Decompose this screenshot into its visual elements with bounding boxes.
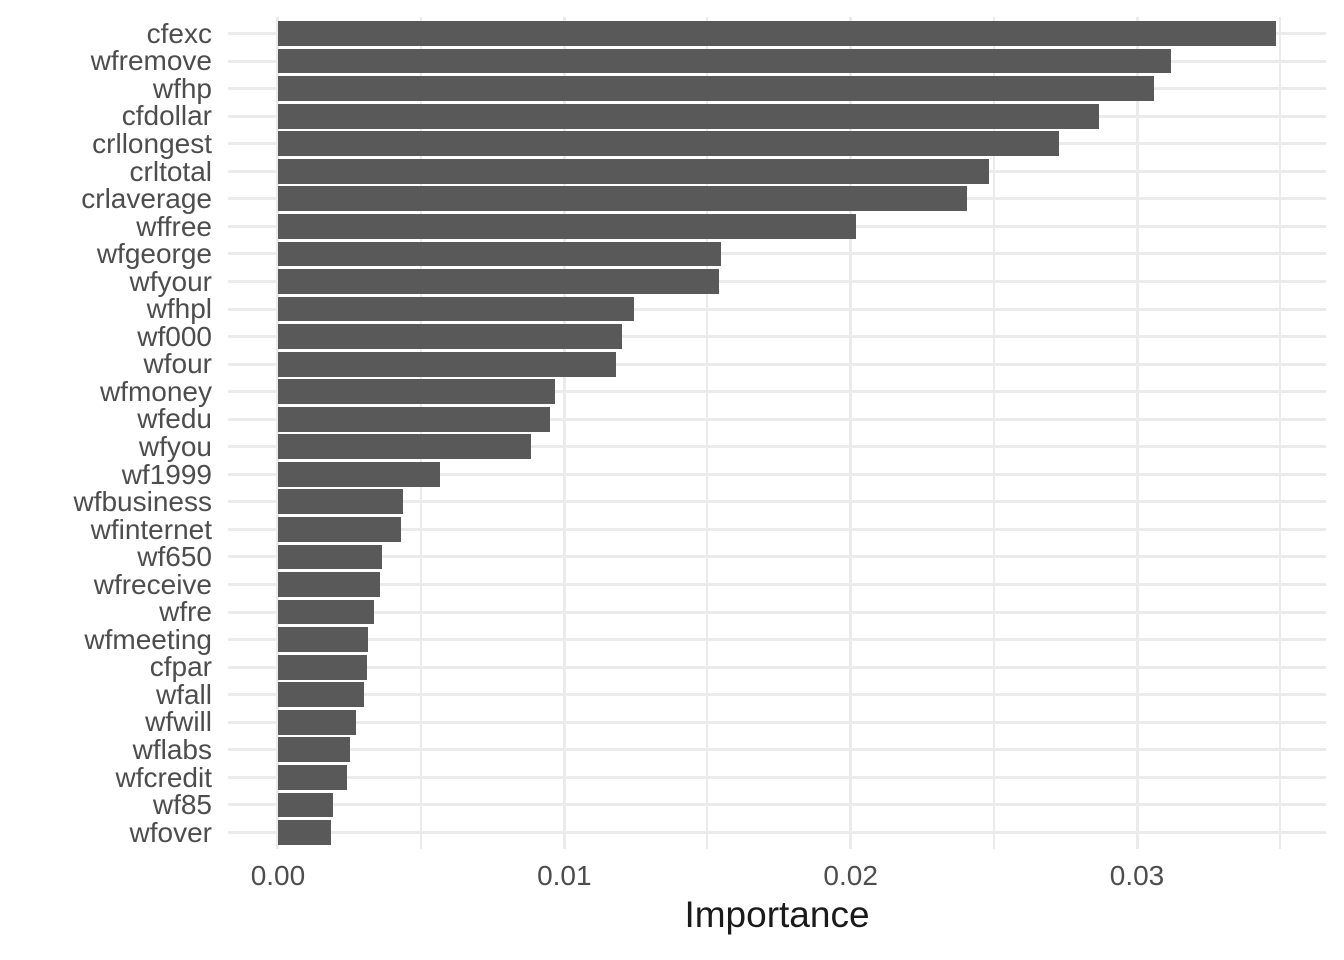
y-axis-label: wfover	[129, 816, 212, 848]
y-axis-label: wf85	[152, 789, 212, 821]
bar	[277, 737, 351, 763]
x-axis-tick-label: 0.01	[537, 860, 592, 891]
bar	[277, 682, 365, 708]
y-axis-label: crlaverage	[81, 183, 212, 215]
row-gridline	[228, 665, 1326, 669]
y-axis-label: wfmeeting	[84, 623, 212, 655]
y-axis-label: wfyour	[129, 265, 212, 297]
row-gridline	[228, 693, 1326, 697]
bar	[277, 820, 331, 845]
row-gridline	[228, 775, 1326, 779]
y-axis-label: wfall	[155, 678, 212, 710]
bar	[277, 379, 556, 405]
row-gridline	[228, 583, 1326, 587]
y-axis-label: wfgeorge	[96, 238, 212, 270]
y-axis-label: crllongest	[92, 127, 212, 159]
row-gridline	[228, 555, 1326, 559]
bar	[277, 489, 404, 515]
bar	[277, 213, 856, 239]
major-gridline	[562, 17, 566, 849]
minor-gridline	[992, 17, 995, 849]
y-axis-label: wflabs	[132, 734, 212, 766]
y-axis-label: wfbusiness	[73, 486, 212, 518]
row-gridline	[228, 335, 1326, 339]
y-axis-label: cfpar	[149, 651, 212, 683]
bar	[277, 186, 967, 212]
y-axis-label: cfexc	[146, 17, 212, 49]
y-axis-label: wfhp	[152, 72, 212, 104]
bar	[277, 654, 367, 680]
bar	[277, 599, 375, 625]
bar	[277, 76, 1155, 101]
minor-gridline	[420, 17, 423, 849]
y-axis-label: wfour	[143, 348, 212, 380]
bar	[277, 461, 441, 487]
y-axis-label: wf1999	[121, 458, 212, 490]
bar	[277, 103, 1099, 129]
row-gridline	[228, 638, 1326, 642]
row-gridline	[228, 417, 1326, 421]
y-axis-label: wfwill	[145, 706, 212, 738]
major-gridline	[276, 17, 280, 849]
row-gridline	[228, 500, 1326, 504]
row-gridline	[228, 307, 1326, 311]
bar	[277, 21, 1277, 46]
row-gridline	[228, 748, 1326, 752]
bar	[277, 269, 719, 294]
bar	[277, 627, 369, 652]
y-axis-label: wfhpl	[146, 293, 212, 325]
plot-panel	[228, 17, 1326, 849]
bar	[277, 296, 635, 322]
row-gridline	[228, 472, 1326, 476]
major-gridline	[1135, 17, 1139, 849]
bar	[277, 572, 381, 597]
x-axis-tick-label: 0.00	[250, 860, 306, 891]
bar	[277, 709, 357, 735]
bar	[277, 517, 402, 542]
bar	[277, 131, 1059, 157]
bar	[277, 48, 1172, 74]
bar	[277, 792, 333, 818]
y-axis-label: wf650	[137, 541, 212, 573]
bar	[277, 324, 623, 349]
x-axis-tick-label: 0.02	[823, 860, 878, 891]
row-gridline	[228, 803, 1326, 807]
y-axis-labels: cfexc wfremove wfhp cfdollar crllongest crlto…	[0, 17, 212, 849]
minor-gridline	[706, 17, 709, 849]
x-axis-tick-label: 0.03	[1109, 860, 1165, 891]
row-gridline	[228, 279, 1326, 283]
major-gridline	[849, 17, 853, 849]
x-axis-tick-labels: 0.00 0.01 0.02 0.03	[0, 860, 1344, 892]
y-axis-label: cfdollar	[121, 100, 212, 132]
bar	[277, 764, 347, 790]
bar	[277, 434, 532, 460]
y-axis-label: wfcredit	[115, 761, 212, 793]
row-gridline	[228, 720, 1326, 724]
bar	[277, 544, 383, 570]
bar	[277, 406, 551, 432]
y-axis-label: wfreceive	[93, 568, 212, 600]
row-gridline	[228, 362, 1326, 366]
y-axis-label: wfyou	[138, 431, 212, 462]
row-gridline	[228, 445, 1326, 449]
y-axis-label: crltotal	[129, 155, 212, 187]
x-axis-title: Importance	[684, 894, 870, 935]
bar	[277, 351, 617, 377]
y-axis-label: wfremove	[90, 45, 212, 77]
minor-gridline	[1279, 17, 1282, 849]
y-axis-label: wfedu	[137, 403, 212, 435]
row-gridline	[228, 610, 1326, 614]
row-gridline	[228, 390, 1326, 394]
y-axis-label: wf000	[137, 320, 212, 352]
row-gridline	[228, 252, 1326, 256]
bar	[277, 158, 989, 184]
y-axis-label: wfmoney	[99, 375, 212, 407]
row-gridline	[228, 527, 1326, 531]
y-axis-label: wffree	[136, 210, 212, 242]
bar	[277, 241, 721, 267]
y-axis-label: wfinternet	[90, 513, 212, 545]
row-gridline	[228, 830, 1326, 834]
y-axis-label: wfre	[159, 596, 212, 628]
